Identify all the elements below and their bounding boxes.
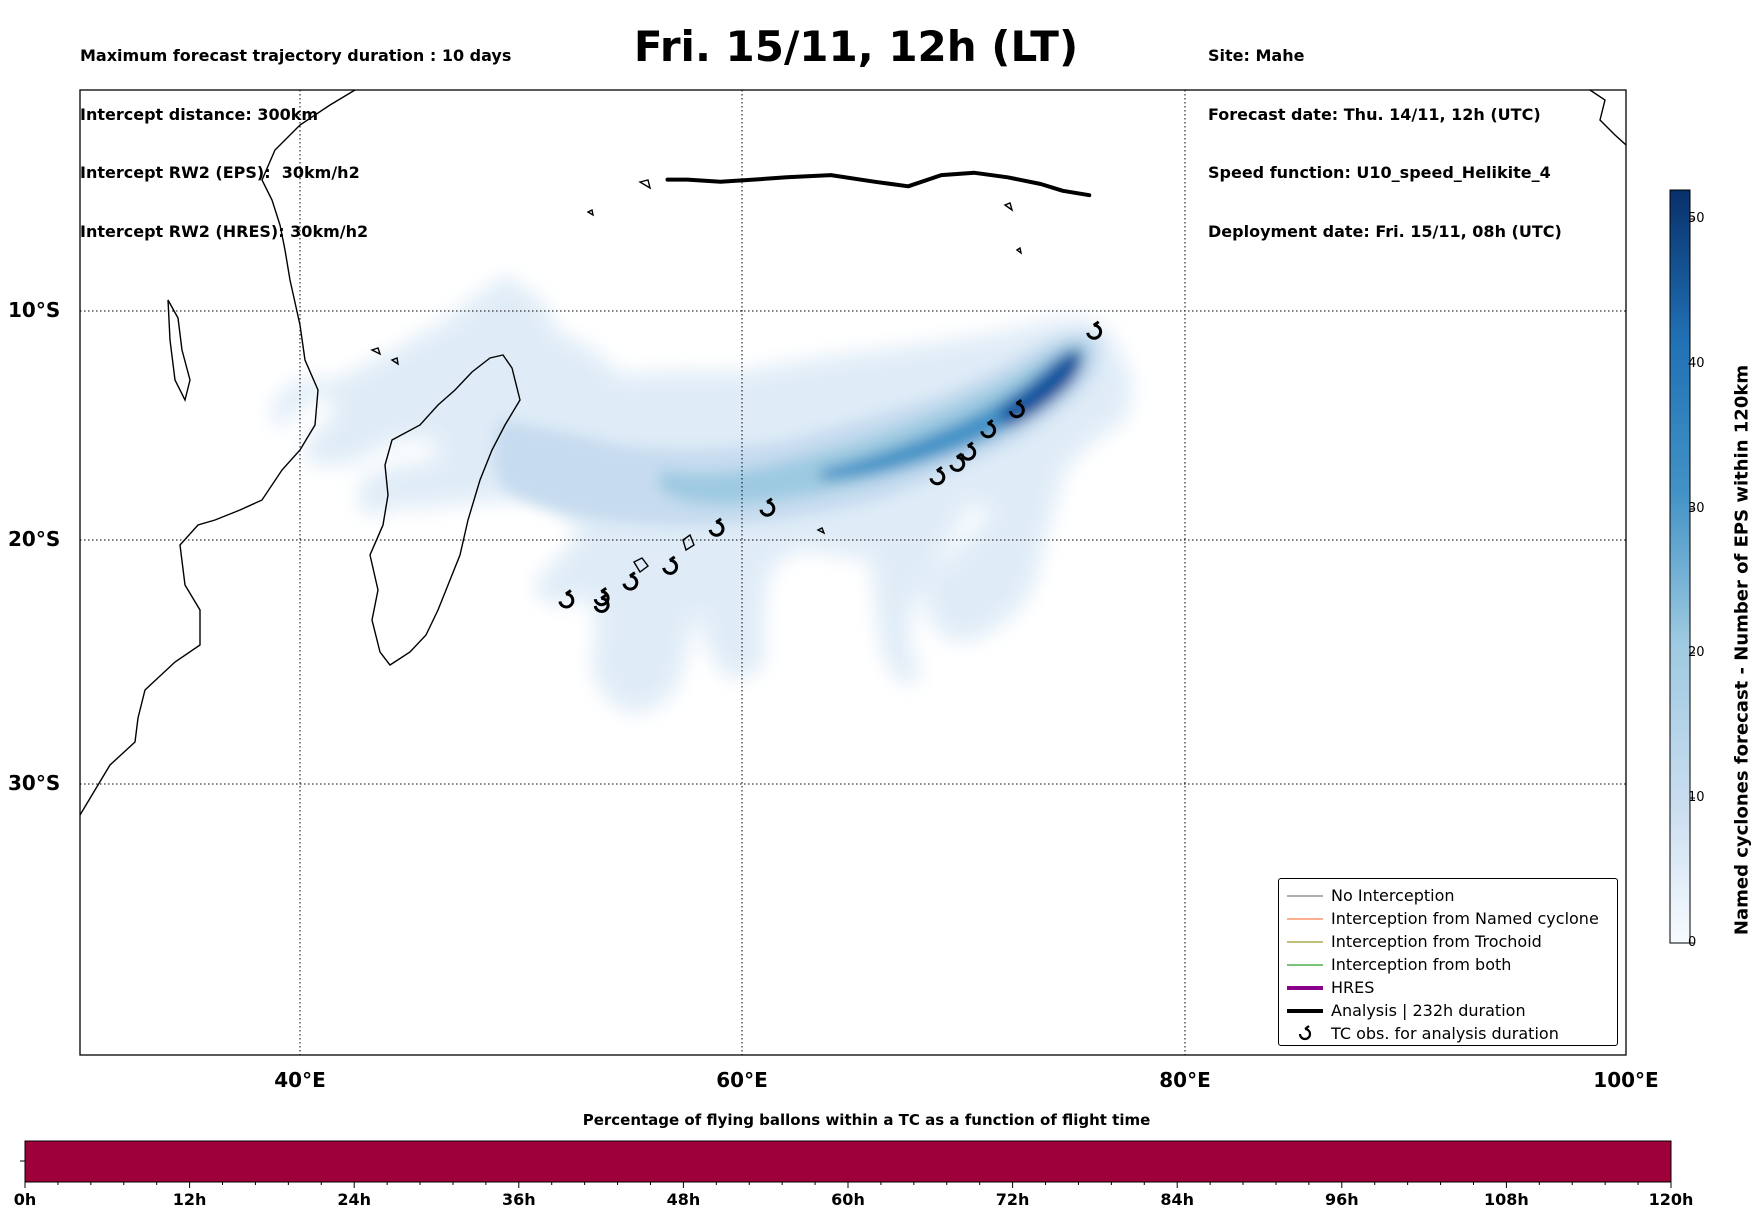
cyclone-symbol-icon xyxy=(1298,1025,1312,1041)
colorbar-label: Named cyclones forecast - Number of EPS … xyxy=(1731,364,1752,936)
flight-bar-tick-label: 72h xyxy=(995,1190,1030,1209)
east-africa-lakes xyxy=(167,299,191,403)
lat-label-10s: 10°S xyxy=(8,298,61,322)
legend-item-hres: HRES xyxy=(1279,977,1617,999)
colorbar-tick-20: 20 xyxy=(1688,645,1705,660)
flight-bar-tick-label: 12h xyxy=(172,1190,207,1209)
legend-label: Interception from Named cyclone xyxy=(1331,909,1599,928)
colorbar-tick-10: 10 xyxy=(1688,790,1705,805)
tc-observation-symbol xyxy=(708,517,725,537)
lat-label-30s: 30°S xyxy=(8,771,61,795)
lon-label-40e: 40°E xyxy=(274,1068,326,1092)
site-info: Site: Mahe Forecast date: Thu. 14/11, 12… xyxy=(1208,7,1562,261)
legend-item-both: Interception from both xyxy=(1279,954,1617,976)
param-line: Maximum forecast trajectory duration : 1… xyxy=(80,46,512,65)
flight-bar-tick-label: 36h xyxy=(501,1190,536,1209)
island-rodrigues xyxy=(816,527,826,535)
eps-density-field xyxy=(271,277,1132,713)
legend-item-tc-obs: TC obs. for analysis duration xyxy=(1279,1023,1617,1045)
flight-bar-tick-label: 84h xyxy=(1160,1190,1195,1209)
map-area xyxy=(80,90,1626,1055)
param-line: Intercept RW2 (EPS): 30km/h2 xyxy=(80,163,360,182)
comoros xyxy=(370,347,399,366)
legend-label: No Interception xyxy=(1331,886,1455,905)
legend-label: Analysis | 232h duration xyxy=(1331,1001,1526,1020)
tc-observation-symbol xyxy=(1008,398,1025,419)
flight-bar-tick-label: 48h xyxy=(666,1190,701,1209)
chagos xyxy=(1003,202,1023,255)
flight-bar-ticks xyxy=(24,1182,1672,1188)
legend-label: TC obs. for analysis duration xyxy=(1331,1024,1559,1043)
island-mauritius xyxy=(682,533,695,552)
legend-item-analysis: Analysis | 232h duration xyxy=(1279,1000,1617,1022)
site-line: Deployment date: Fri. 15/11, 08h (UTC) xyxy=(1208,221,1562,241)
tc-observation-symbol xyxy=(980,419,997,439)
tc-observations xyxy=(558,320,1103,613)
legend-label: HRES xyxy=(1331,978,1375,997)
tc-observation-symbol xyxy=(1086,320,1103,340)
colorbar-tick-0: 0 xyxy=(1688,935,1697,950)
island-reunion xyxy=(633,557,649,574)
param-line: Intercept distance: 300km xyxy=(80,104,319,124)
colorbar-gradient xyxy=(1669,189,1691,944)
graticule xyxy=(80,90,1626,1055)
flight-time-bar xyxy=(24,1140,1672,1183)
forecast-parameters: Maximum forecast trajectory duration : 1… xyxy=(80,7,511,261)
colorbar-tick-30: 30 xyxy=(1688,501,1705,516)
africa-coastline xyxy=(80,90,356,816)
lon-label-80e: 80°E xyxy=(1159,1068,1211,1092)
legend-item-named-cyclone: Interception from Named cyclone xyxy=(1279,908,1617,930)
flight-bar-title: Percentage of flying ballons within a TC… xyxy=(582,1111,1151,1129)
tc-observation-symbol xyxy=(622,571,639,591)
lat-label-20s: 20°S xyxy=(8,527,61,551)
param-line: Intercept RW2 (HRES): 30km/h2 xyxy=(80,221,369,241)
site-line: Forecast date: Thu. 14/11, 12h (UTC) xyxy=(1208,104,1541,124)
flight-bar-tick-label: 0h xyxy=(13,1190,37,1209)
coastlines xyxy=(80,90,1626,816)
analysis-track xyxy=(665,170,1092,198)
tc-observation-symbol xyxy=(558,589,575,609)
density-band-low xyxy=(493,333,1101,526)
flight-bar-tick-label: 24h xyxy=(337,1190,372,1209)
site-line: Speed function: U10_speed_Helikite_4 xyxy=(1208,163,1551,182)
flight-bar-tick-label: 96h xyxy=(1324,1190,1359,1209)
colorbar-tick-40: 40 xyxy=(1688,356,1705,371)
legend-item-no-interception: No Interception xyxy=(1279,885,1617,907)
legend-item-trochoid: Interception from Trochoid xyxy=(1279,931,1617,953)
tc-observation-symbol xyxy=(960,441,977,461)
map-frame xyxy=(79,89,1627,1056)
tc-observation-symbol xyxy=(662,555,679,575)
colorbar-ticks xyxy=(1690,218,1695,944)
madagascar-coastline xyxy=(369,354,521,666)
legend-label: Interception from both xyxy=(1331,955,1512,974)
tc-observation-symbol xyxy=(929,466,946,486)
flight-bar-tick-label: 60h xyxy=(831,1190,865,1209)
colorbar-tick-50: 50 xyxy=(1688,211,1705,226)
arabia-fragment xyxy=(1589,90,1626,146)
site-line: Site: Mahe xyxy=(1208,46,1305,65)
lon-label-60e: 60°E xyxy=(716,1068,768,1092)
flight-bar-tick-label: 120h xyxy=(1648,1190,1694,1209)
map-title: Fri. 15/11, 12h (LT) xyxy=(633,22,1079,71)
legend: No Interception Interception from Named … xyxy=(1278,878,1618,1046)
tc-observation-symbol xyxy=(593,593,610,613)
seychelles xyxy=(586,179,652,217)
lon-label-100e: 100°E xyxy=(1593,1068,1659,1092)
legend-label: Interception from Trochoid xyxy=(1331,932,1542,951)
tc-observation-symbol xyxy=(759,497,776,517)
flight-bar-tick-label: 108h xyxy=(1483,1190,1529,1209)
